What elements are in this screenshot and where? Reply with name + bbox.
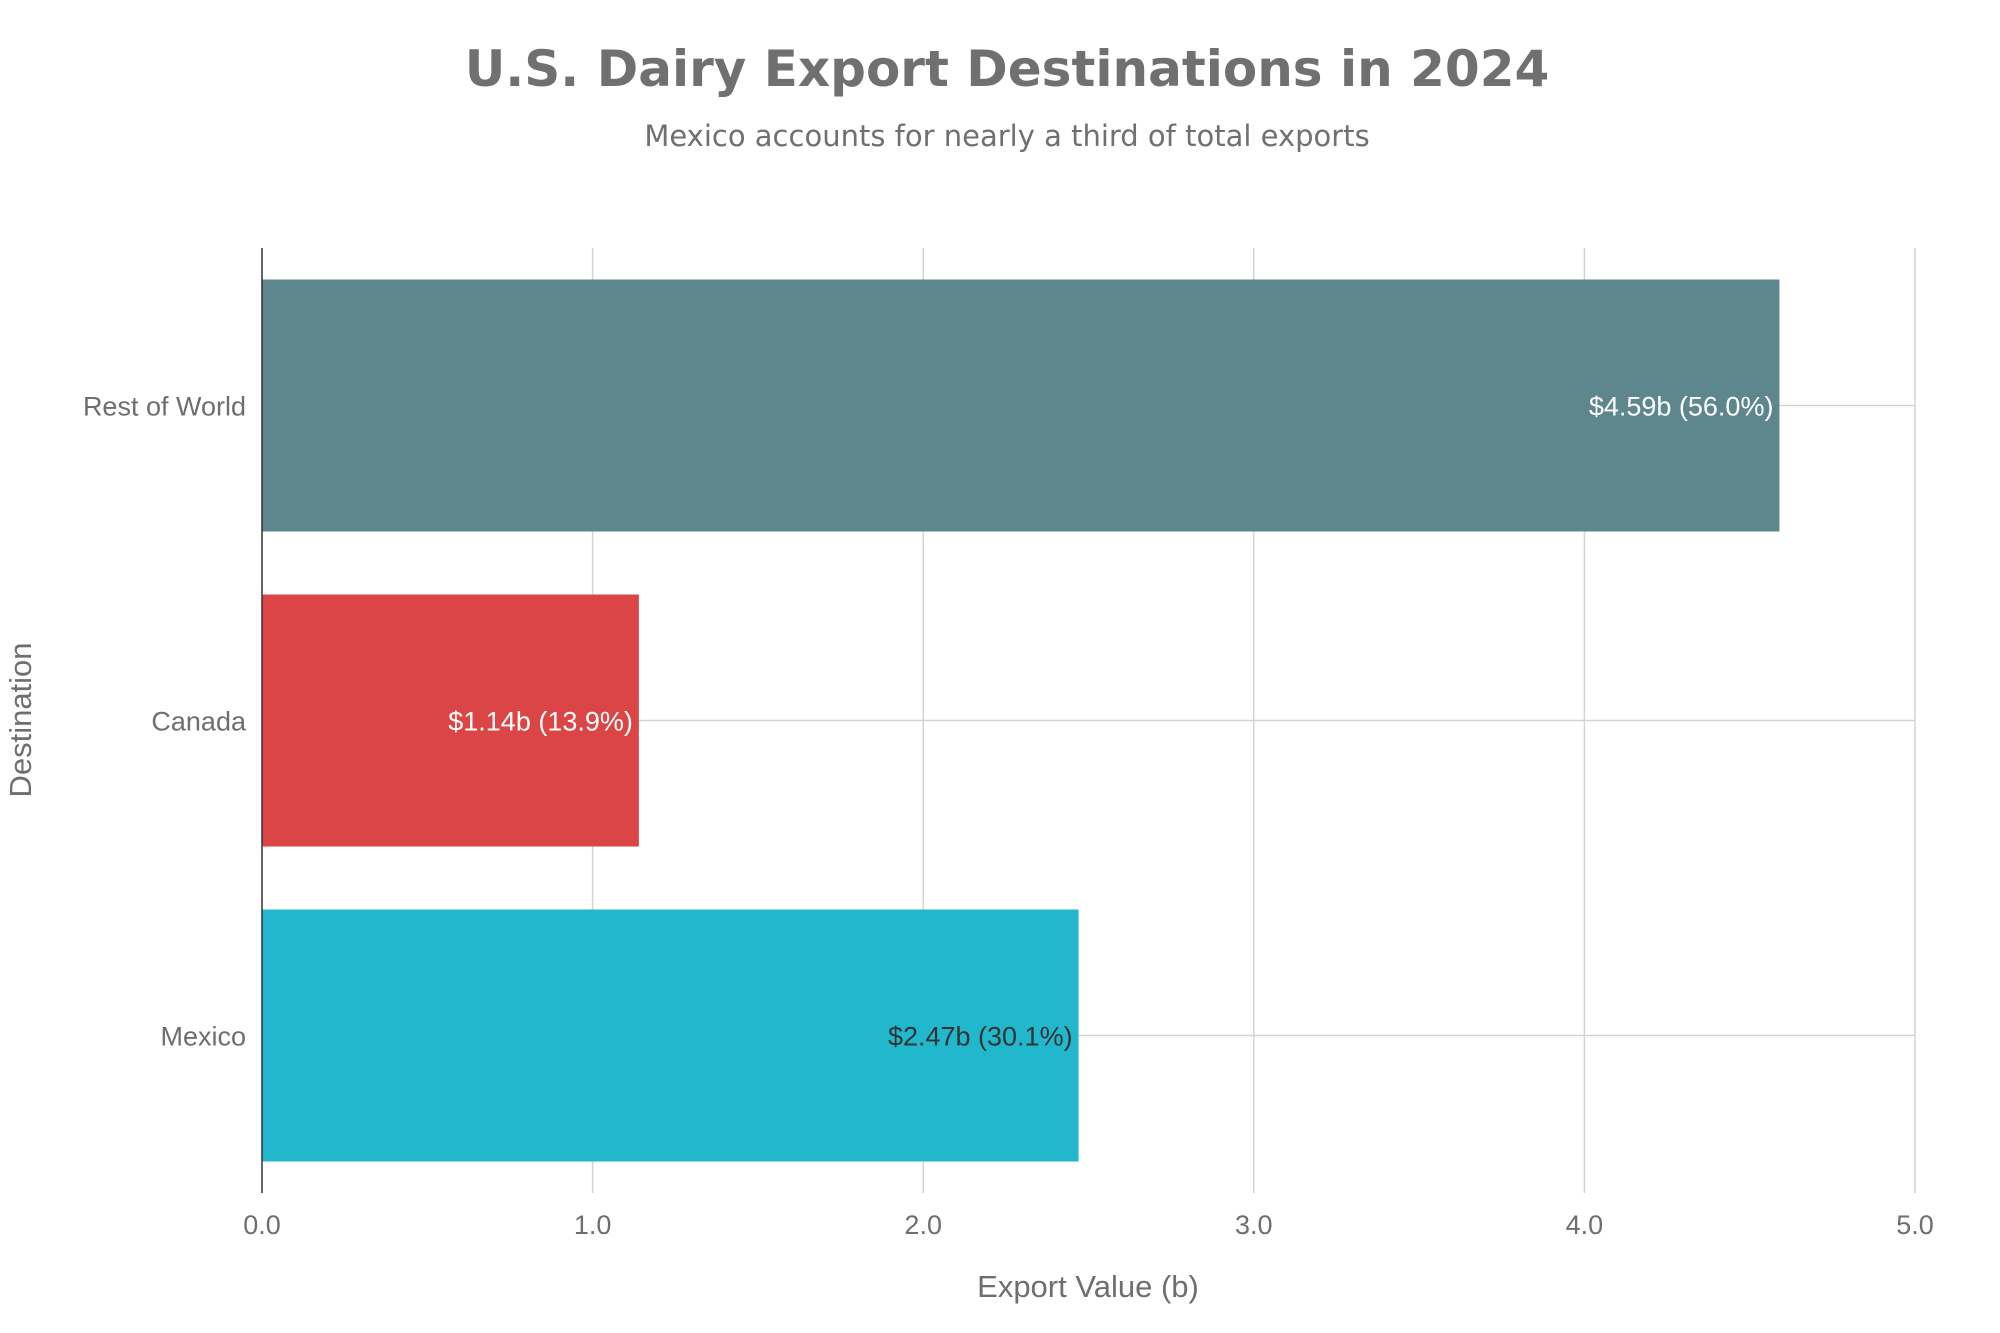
y-tick-label: Rest of World <box>83 392 246 422</box>
x-tick-label: 3.0 <box>1235 1210 1273 1240</box>
tick-labels: 0.0 1.0 2.0 3.0 4.0 5.0 Rest of World Canada Mex… <box>83 392 1934 1241</box>
x-tick-label: 0.0 <box>243 1210 281 1240</box>
chart-title: U.S. Dairy Export Destinations in 2024 <box>465 40 1550 98</box>
bar <box>262 909 1079 1162</box>
x-tick-label: 5.0 <box>1896 1210 1934 1240</box>
x-tick-label: 1.0 <box>574 1210 612 1240</box>
data-label: $1.14b (13.9%) <box>448 707 633 737</box>
x-axis-label: Export Value (b) <box>977 1269 1199 1304</box>
bar <box>262 594 639 847</box>
data-label: $4.59b (56.0%) <box>1589 392 1774 422</box>
y-axis-label: Destination <box>3 642 38 797</box>
chart-subtitle: Mexico accounts for nearly a third of to… <box>644 119 1369 153</box>
data-labels: $4.59b (56.0%) $1.14b (13.9%) $2.47b (30.1… <box>448 392 1773 1052</box>
x-tick-label: 4.0 <box>1566 1210 1604 1240</box>
y-tick-label: Mexico <box>160 1022 246 1052</box>
data-label: $2.47b (30.1%) <box>888 1022 1073 1052</box>
y-tick-label: Canada <box>151 707 247 737</box>
bar <box>262 279 1780 532</box>
x-tick-label: 2.0 <box>904 1210 942 1240</box>
bars <box>262 279 1780 1162</box>
